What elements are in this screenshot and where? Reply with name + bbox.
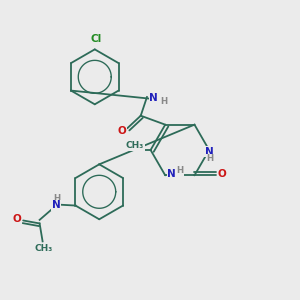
Text: O: O [218,169,226,179]
Text: H: H [206,154,213,164]
Text: N: N [205,147,214,157]
Text: O: O [118,126,126,136]
Text: CH₃: CH₃ [126,141,144,150]
Text: H: H [160,97,167,106]
Text: Cl: Cl [90,34,101,44]
Text: H: H [177,166,184,175]
Text: O: O [13,214,22,224]
Text: N: N [167,169,176,179]
Text: CH₃: CH₃ [35,244,53,253]
Text: N: N [149,93,158,103]
Text: N: N [52,200,60,210]
Text: H: H [53,194,60,203]
